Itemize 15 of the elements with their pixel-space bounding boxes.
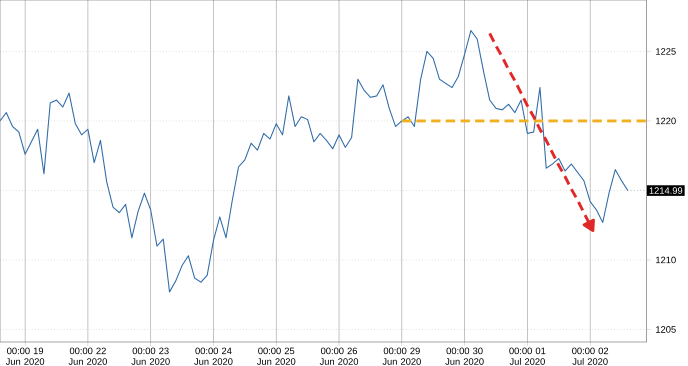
y-tick-label: 1205 bbox=[656, 326, 676, 333]
x-tick-label: 00:00 02 Jul 2020 bbox=[572, 348, 608, 365]
text: 1214.99 bbox=[650, 187, 682, 194]
y-tick-label: 1210 bbox=[656, 256, 676, 264]
x-tick-label: 00:00 22 Jun 2020 bbox=[68, 348, 107, 365]
x-tick-label: 00:00 25 Jun 2020 bbox=[256, 348, 296, 365]
y-tick-label: 1225 bbox=[656, 48, 676, 55]
x-tick-label: 00:00 19 Jun 2020 bbox=[6, 348, 44, 365]
x-tick-label: 00:00 30 Jun 2020 bbox=[445, 348, 484, 365]
x-tick-label: 00:00 29 Jun 2020 bbox=[382, 348, 421, 365]
y-tick-label: 1220 bbox=[656, 118, 676, 124]
x-tick-label: 00:00 26 Jun 2020 bbox=[320, 348, 358, 365]
x-tick-label: 00:00 01 Jul 2020 bbox=[509, 348, 546, 365]
x-tick-label: 00:00 24 Jun 2020 bbox=[194, 348, 233, 365]
x-tick-label: 00:00 23 Jun 2020 bbox=[131, 348, 170, 365]
